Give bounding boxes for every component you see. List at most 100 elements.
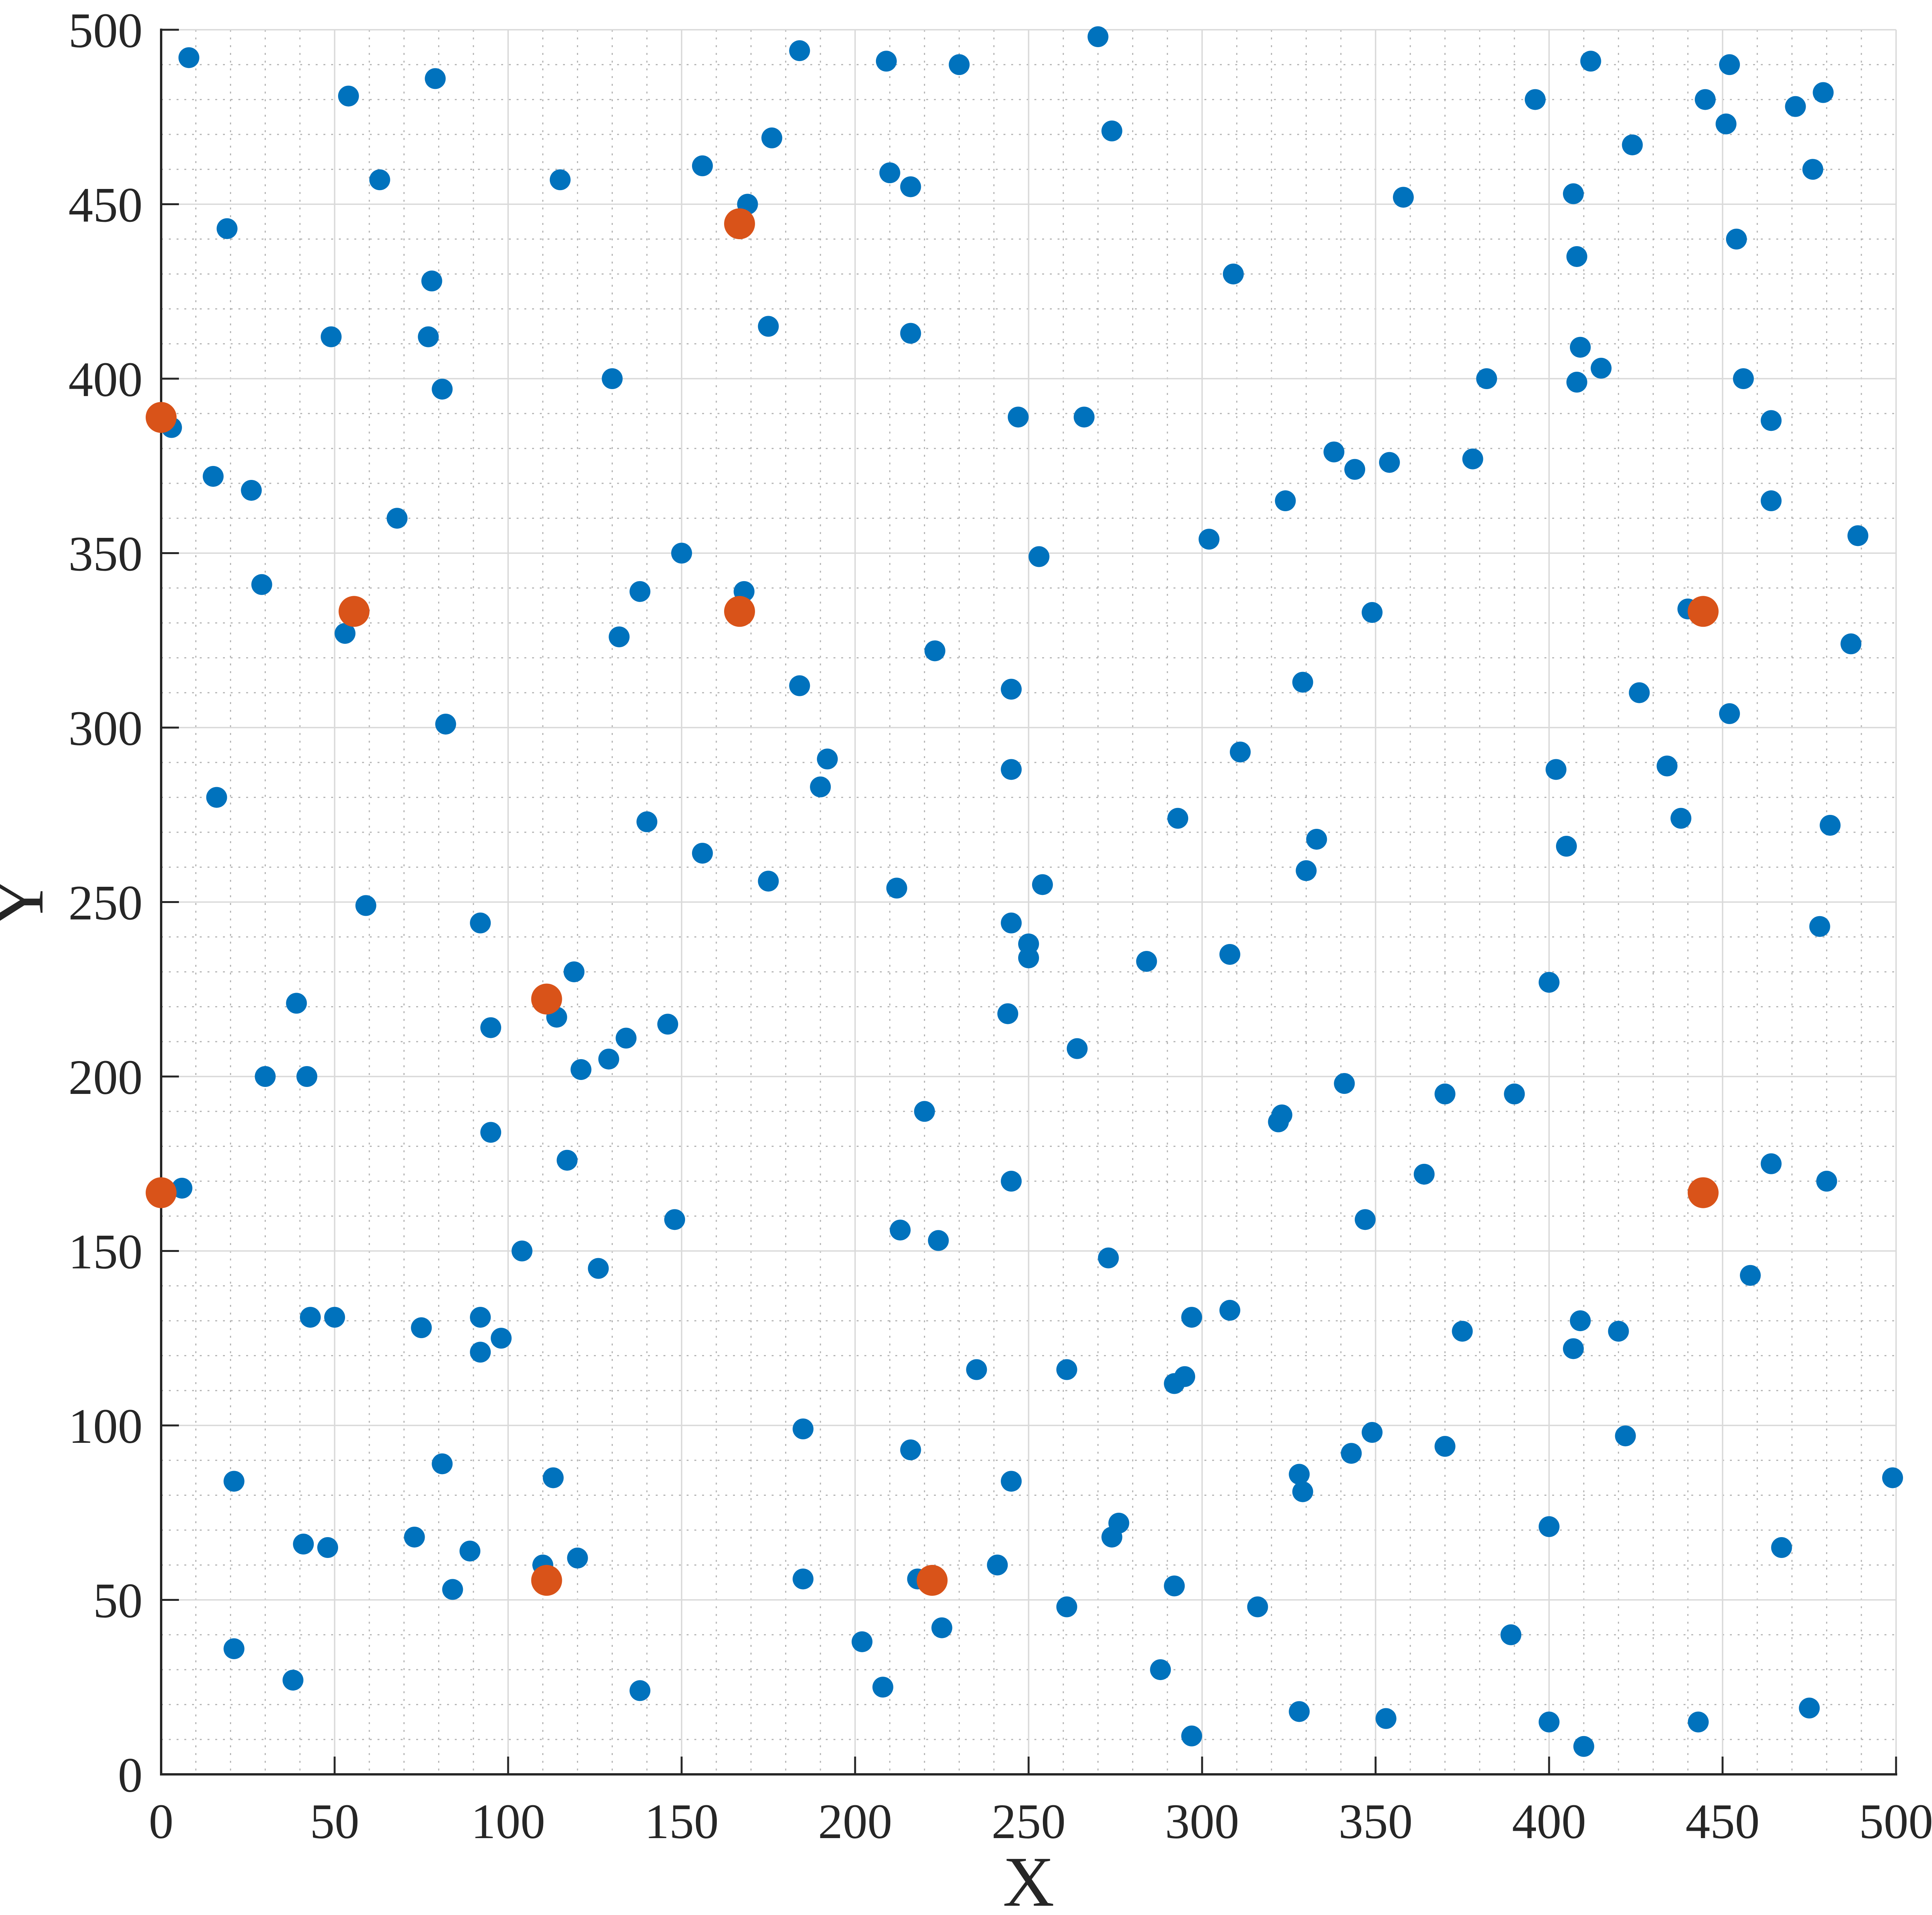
scatter-point-blue	[1840, 633, 1862, 655]
scatter-point-blue	[470, 1307, 491, 1328]
scatter-point-blue	[1247, 1596, 1268, 1617]
scatter-point-blue	[470, 1342, 491, 1363]
scatter-point-blue	[1573, 1736, 1594, 1757]
scatter-point-blue	[1813, 82, 1834, 103]
scatter-point-blue	[1545, 759, 1566, 780]
scatter-point-blue	[1413, 1163, 1435, 1185]
scatter-point-blue	[255, 1066, 276, 1087]
scatter-point-blue	[334, 623, 355, 644]
scatter-point-blue	[758, 316, 779, 337]
y-tick-label: 250	[68, 876, 143, 930]
y-tick-label: 150	[68, 1225, 143, 1279]
x-tick-label: 350	[1338, 1794, 1413, 1849]
scatter-point-blue	[567, 1548, 588, 1569]
scatter-point-blue	[251, 574, 272, 595]
scatter-point-blue	[1323, 441, 1345, 463]
scatter-point-blue	[296, 1066, 318, 1087]
scatter-point-blue	[570, 1059, 592, 1080]
x-tick-label: 200	[818, 1794, 892, 1849]
scatter-point-blue	[216, 218, 238, 239]
scatter-point-blue	[872, 1677, 893, 1698]
x-tick-label: 400	[1512, 1794, 1586, 1849]
scatter-point-blue	[1760, 490, 1782, 512]
scatter-point-blue	[1539, 1711, 1560, 1733]
scatter-point-blue	[793, 1568, 814, 1590]
scatter-point-blue	[924, 640, 946, 662]
scatter-point-blue	[1771, 1537, 1792, 1558]
scatter-point-blue	[629, 1680, 651, 1701]
scatter-point-blue	[1820, 815, 1841, 836]
scatter-point-orange	[1687, 596, 1719, 627]
scatter-point-blue	[1032, 874, 1053, 895]
scatter-point-blue	[1150, 1659, 1171, 1680]
y-tick-label: 100	[68, 1399, 143, 1454]
scatter-point-blue	[1056, 1596, 1077, 1617]
scatter-point-blue	[671, 543, 692, 564]
scatter-point-blue	[966, 1359, 987, 1380]
scatter-point-blue	[949, 54, 970, 75]
scatter-point-blue	[1375, 1708, 1396, 1729]
scatter-point-blue	[900, 1439, 921, 1461]
scatter-point-orange	[724, 208, 755, 240]
scatter-point-blue	[300, 1307, 321, 1328]
scatter-point-blue	[1219, 944, 1240, 965]
x-tick-label: 100	[471, 1794, 545, 1849]
x-tick-label: 300	[1165, 1794, 1239, 1849]
scatter-point-blue	[1556, 836, 1577, 857]
scatter-point-blue	[1355, 1209, 1376, 1230]
scatter-point-blue	[1230, 742, 1251, 763]
scatter-point-blue	[1223, 264, 1244, 285]
scatter-point-blue	[793, 1418, 814, 1440]
scatter-point-blue	[1590, 357, 1612, 379]
scatter-point-blue	[914, 1101, 935, 1122]
scatter-point-blue	[761, 127, 782, 148]
scatter-point-orange	[146, 1177, 177, 1208]
scatter-point-blue	[1760, 410, 1782, 431]
scatter-point-blue	[900, 323, 921, 344]
scatter-point-blue	[1740, 1265, 1761, 1286]
y-tick-label: 450	[68, 178, 143, 233]
scatter-point-blue	[1008, 406, 1029, 428]
scatter-point-blue	[810, 776, 831, 798]
scatter-point-blue	[1271, 1104, 1293, 1126]
scatter-point-blue	[1362, 1422, 1383, 1443]
scatter-point-blue	[317, 1537, 338, 1558]
scatter-point-blue	[1001, 679, 1022, 700]
scatter-point-blue	[1504, 1083, 1525, 1105]
scatter-point-blue	[293, 1534, 314, 1555]
scatter-point-orange	[146, 402, 177, 433]
scatter-point-blue	[1136, 951, 1157, 972]
scatter-point-blue	[1018, 947, 1039, 968]
scatter-point-blue	[1566, 246, 1587, 267]
scatter-point-blue	[1715, 113, 1736, 134]
scatter-point-blue	[1563, 183, 1584, 204]
scatter-point-blue	[851, 1631, 872, 1652]
scatter-point-blue	[997, 1003, 1019, 1024]
scatter-point-blue	[286, 993, 307, 1014]
scatter-point-blue	[470, 912, 491, 934]
scatter-point-blue	[609, 626, 630, 648]
scatter-point-blue	[1073, 406, 1095, 428]
scatter-point-blue	[1289, 1464, 1310, 1485]
y-tick-label: 400	[68, 352, 143, 407]
scatter-point-blue	[1656, 755, 1678, 777]
scatter-point-blue	[1670, 808, 1692, 829]
scatter-point-blue	[1563, 1338, 1584, 1359]
scatter-point-blue	[886, 878, 907, 899]
scatter-point-blue	[657, 1014, 679, 1035]
scatter-point-blue	[1289, 1701, 1310, 1722]
y-tick-label: 50	[93, 1573, 143, 1628]
x-axis-label: X	[1003, 1842, 1054, 1915]
scatter-point-blue	[1539, 972, 1560, 993]
scatter-point-blue	[1028, 546, 1049, 567]
scatter-point-blue	[404, 1526, 425, 1548]
scatter-point-blue	[1500, 1624, 1522, 1645]
scatter-point-blue	[1733, 368, 1754, 389]
scatter-point-blue	[355, 895, 376, 916]
scatter-point-blue	[1476, 368, 1497, 389]
scatter-point-orange	[531, 1565, 562, 1596]
scatter-point-blue	[789, 40, 810, 61]
scatter-point-orange	[531, 983, 562, 1015]
scatter-point-blue	[1615, 1425, 1636, 1447]
scatter-point-blue	[1570, 337, 1591, 358]
